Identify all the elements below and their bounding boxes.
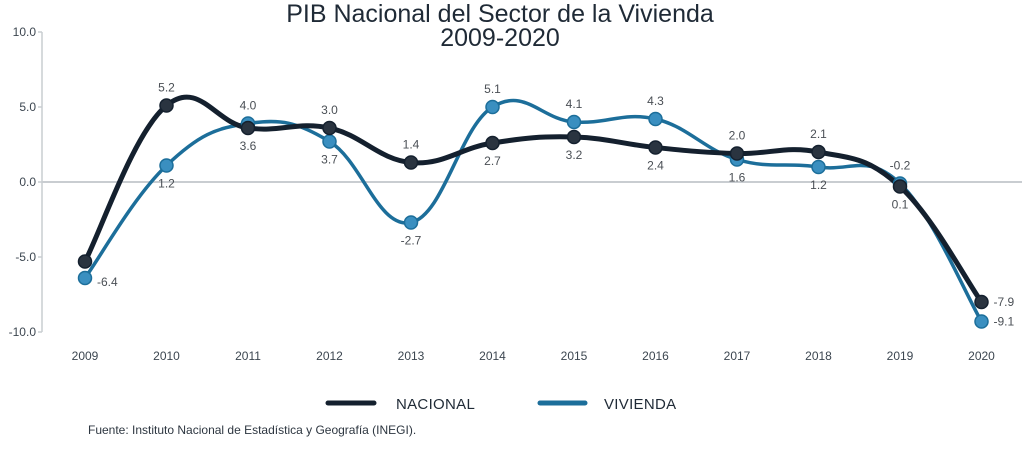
y-tick-label: 0.0: [19, 175, 36, 189]
x-tick-label: 2017: [724, 349, 751, 363]
data-label-nacional: -7.9: [994, 295, 1015, 309]
data-label-nacional: 2.4: [647, 159, 664, 173]
x-tick-label: 2012: [316, 349, 343, 363]
legend-label-vivienda: VIVIENDA: [604, 396, 676, 413]
data-label-vivienda: -0.2: [890, 159, 911, 173]
data-label-vivienda: 5.1: [484, 82, 501, 96]
series-line-nacional: [82, 94, 984, 305]
data-label-vivienda: 4.3: [647, 94, 664, 108]
point-nacional: [240, 120, 256, 136]
point-vivienda: [403, 215, 419, 230]
data-label-nacional: 0.1: [892, 198, 909, 212]
data-label-nacional: 3.6: [240, 139, 257, 153]
x-tick-label: 2018: [805, 349, 832, 363]
y-tick-label: 5.0: [19, 100, 36, 114]
point-nacional: [974, 294, 989, 310]
series-lines: [82, 94, 984, 324]
point-vivienda: [77, 270, 93, 286]
x-tick-label: 2016: [642, 349, 669, 363]
data-label-vivienda: 1.2: [810, 178, 827, 192]
data-label-vivienda: -9.1: [994, 315, 1015, 329]
point-vivienda: [974, 314, 989, 329]
point-nacional: [566, 129, 582, 145]
point-nacional: [892, 179, 908, 194]
point-nacional: [77, 254, 93, 269]
data-label-vivienda: 1.6: [729, 171, 746, 185]
point-vivienda: [811, 159, 826, 175]
data-label-nacional: 2.1: [810, 127, 827, 141]
series-line-vivienda: [83, 98, 984, 324]
data-label-vivienda: -6.4: [97, 275, 118, 289]
x-tick-label: 2010: [153, 349, 180, 363]
data-label-vivienda: -2.7: [401, 234, 422, 248]
source-note: Fuente: Instituto Nacional de Estadístic…: [88, 423, 416, 437]
x-tick-label: 2015: [561, 349, 588, 363]
data-label-nacional: 5.2: [158, 81, 175, 95]
y-tick-label: -10.0: [9, 325, 37, 339]
point-nacional: [159, 98, 174, 113]
axes: 10.0 5.0 0.0 -5.0 -10.0 2009 2010 2011 2012 2013 2…: [9, 25, 1022, 363]
y-tick-label: -5.0: [15, 250, 36, 264]
legend-label-nacional: NACIONAL: [396, 396, 475, 413]
data-label-vivienda: 1.2: [158, 177, 175, 191]
x-tick-label: 2019: [887, 349, 914, 363]
point-vivienda: [159, 158, 174, 173]
point-nacional: [729, 146, 745, 161]
point-nacional: [485, 135, 500, 151]
point-nacional: [648, 140, 663, 155]
data-label-nacional: 1.4: [403, 138, 420, 152]
data-label-vivienda: 4.0: [240, 99, 257, 113]
point-vivienda: [648, 111, 663, 127]
data-label-nacional: 2.7: [484, 154, 501, 168]
legend: NACIONAL VIVIENDA: [325, 396, 676, 413]
data-label-vivienda: 3.7: [321, 153, 338, 167]
point-vivienda: [566, 114, 582, 130]
x-tick-label: 2011: [235, 349, 261, 363]
chart-subtitle: 2009-2020: [440, 24, 560, 52]
y-tick-label: 10.0: [13, 25, 37, 39]
x-tick-label: 2014: [479, 349, 506, 363]
point-nacional: [811, 144, 826, 160]
point-vivienda: [485, 99, 500, 115]
x-tick-label: 2020: [968, 349, 995, 363]
x-tick-label: 2009: [72, 349, 99, 363]
point-nacional: [322, 120, 337, 136]
data-label-nacional: 3.2: [566, 148, 583, 162]
chart-title: PIB Nacional del Sector de la Vivienda: [286, 0, 714, 28]
data-label-nacional: 2.0: [729, 129, 746, 143]
data-label-nacional: 3.0: [321, 103, 338, 117]
data-points: [77, 98, 989, 329]
x-tick-label: 2013: [398, 349, 425, 363]
data-label-vivienda: 4.1: [566, 97, 583, 111]
data-labels: 5.2 3.6 3.0 1.4 2.7 3.2 2.4 2.0 2.1 0.1 -7.9 -6.4 1.…: [97, 81, 1015, 329]
point-vivienda: [322, 134, 337, 149]
point-nacional: [403, 155, 419, 170]
